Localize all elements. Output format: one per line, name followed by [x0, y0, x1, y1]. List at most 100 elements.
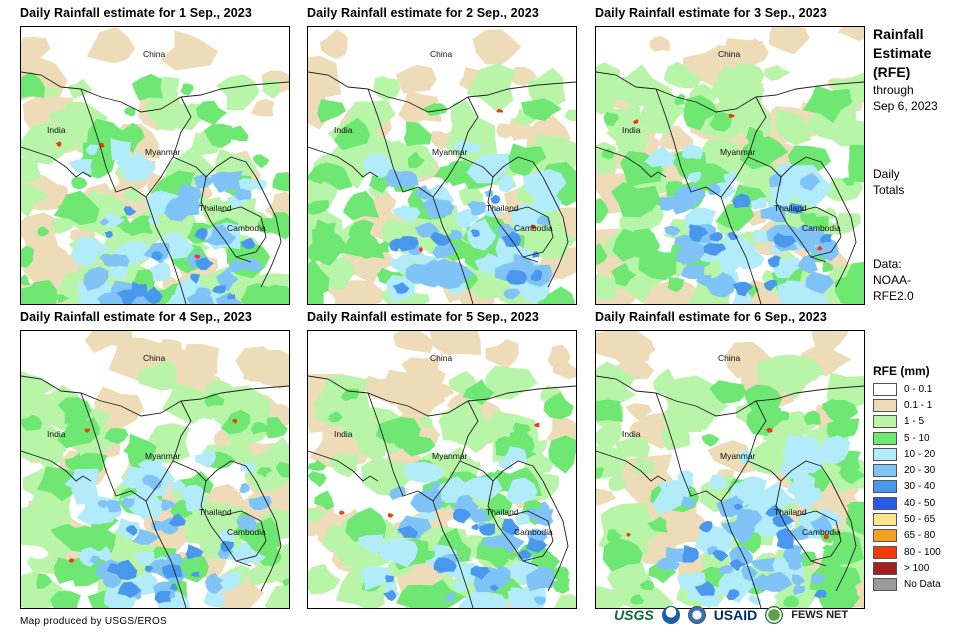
- rain-area-20-30: [166, 553, 183, 567]
- rain-area-moderate: [612, 228, 659, 262]
- rain-area-moderate: [180, 83, 194, 96]
- rain-area-trace: [429, 331, 481, 356]
- rain-area-light: [418, 416, 434, 429]
- side-title-line-3: (RFE): [873, 64, 911, 80]
- rain-area-20-30: [706, 271, 737, 298]
- rain-area-moderate: [250, 422, 268, 435]
- rain-area-trace: [84, 331, 123, 353]
- rain-area-30-40: [819, 233, 832, 244]
- rain-area-trace: [510, 66, 538, 87]
- rain-area-20-30: [389, 486, 407, 501]
- rain-area-10-20: [457, 589, 488, 608]
- rain-area-20-30: [540, 501, 550, 511]
- rain-area-moderate: [674, 93, 686, 105]
- country-border: [720, 196, 762, 304]
- rain-area-10-20: [175, 244, 192, 254]
- rain-area-light: [466, 63, 516, 114]
- rain-area-30-40: [727, 232, 739, 241]
- rain-area-light: [50, 217, 75, 234]
- rain-area-moderate: [802, 85, 852, 124]
- label-cambodia: Cambodia: [802, 527, 841, 537]
- rain-area-30-40: [397, 525, 418, 538]
- rain-area-20-30: [526, 566, 554, 592]
- rain-area-moderate: [648, 559, 677, 584]
- rainfall-map: China India Myanmar Thailand Cambodia: [595, 26, 865, 305]
- rain-area-10-20: [70, 236, 112, 266]
- rain-area-20-30: [441, 260, 475, 286]
- rain-area-30-40: [490, 194, 501, 205]
- rain-area-20-30: [186, 293, 214, 304]
- legend-item: 10 - 20: [873, 446, 941, 462]
- rain-area-30-40: [398, 236, 419, 252]
- legend-swatch: [873, 447, 897, 461]
- rain-area-trace: [362, 375, 390, 399]
- rain-area-moderate: [851, 296, 864, 304]
- rain-area-20-30: [423, 197, 455, 219]
- rain-area-30-40: [154, 590, 172, 604]
- legend-label: 30 - 40: [904, 481, 936, 493]
- rain-area-10-20: [687, 171, 702, 183]
- rain-area-moderate: [275, 461, 289, 478]
- rain-area-20-30: [794, 224, 828, 249]
- rain-area-20-30: [209, 170, 243, 193]
- rain-area-moderate: [131, 73, 163, 101]
- label-india: India: [622, 125, 641, 135]
- rain-area-heavy: [99, 142, 105, 148]
- rain-area-20-30: [792, 585, 806, 595]
- rain-area-light: [546, 225, 576, 247]
- label-india: India: [622, 429, 641, 439]
- rain-area-20-30: [531, 508, 554, 525]
- rain-area-moderate: [67, 421, 81, 434]
- rain-area-10-20: [677, 470, 695, 487]
- rain-area-moderate: [37, 226, 50, 237]
- legend-item: 30 - 40: [873, 479, 941, 495]
- rain-area-10-20: [458, 487, 472, 498]
- country-border: [747, 156, 832, 178]
- rain-area-light: [608, 476, 628, 492]
- legend-swatch: [873, 398, 897, 412]
- legend-label: 80 - 100: [904, 546, 941, 558]
- rain-area-10-20: [818, 435, 851, 464]
- rain-area-10-20: [379, 538, 418, 568]
- rain-area-moderate: [548, 435, 576, 474]
- rain-area-20-30: [431, 242, 457, 259]
- rain-area-20-30: [533, 596, 546, 605]
- rain-area-light: [137, 367, 178, 391]
- rain-area-20-30: [664, 225, 681, 237]
- rain-area-moderate: [308, 287, 324, 304]
- rain-area-trace: [308, 55, 342, 99]
- rain-area-moderate: [601, 148, 615, 160]
- rainfall-map-svg: [21, 331, 289, 608]
- rain-area-light: [605, 126, 648, 158]
- rain-area-moderate: [256, 467, 273, 478]
- label-china: China: [143, 353, 166, 363]
- rain-area-light: [21, 182, 49, 218]
- country-border: [80, 88, 192, 198]
- rain-area-heavy: [816, 245, 823, 251]
- rain-area-30-40: [767, 255, 781, 268]
- rain-area-light: [663, 61, 689, 85]
- legend-swatch: [873, 578, 897, 592]
- rain-area-10-20: [751, 197, 767, 210]
- label-myanmar: Myanmar: [432, 147, 468, 157]
- rain-area-moderate: [709, 112, 732, 132]
- rain-area-30-40: [162, 564, 183, 579]
- rain-area-10-20: [644, 146, 676, 168]
- rain-area-moderate: [104, 428, 129, 444]
- rain-area-20-30: [674, 234, 691, 248]
- country-border: [21, 450, 92, 482]
- rain-area-30-40: [518, 549, 533, 560]
- rain-area-trace: [811, 331, 849, 353]
- rain-area-10-20: [683, 206, 707, 229]
- country-border: [432, 500, 474, 608]
- rain-area-10-20: [228, 541, 257, 564]
- legend-label: 50 - 65: [904, 514, 936, 526]
- rain-area-moderate: [109, 122, 145, 153]
- rain-area-trace: [472, 29, 522, 65]
- fews-globe-icon: [765, 606, 784, 624]
- rain-area-light: [664, 375, 717, 429]
- rain-area-light: [24, 423, 64, 471]
- rain-area-20-30: [161, 498, 176, 512]
- legend-label: 0 - 0.1: [904, 383, 933, 395]
- rain-area-moderate: [308, 200, 329, 215]
